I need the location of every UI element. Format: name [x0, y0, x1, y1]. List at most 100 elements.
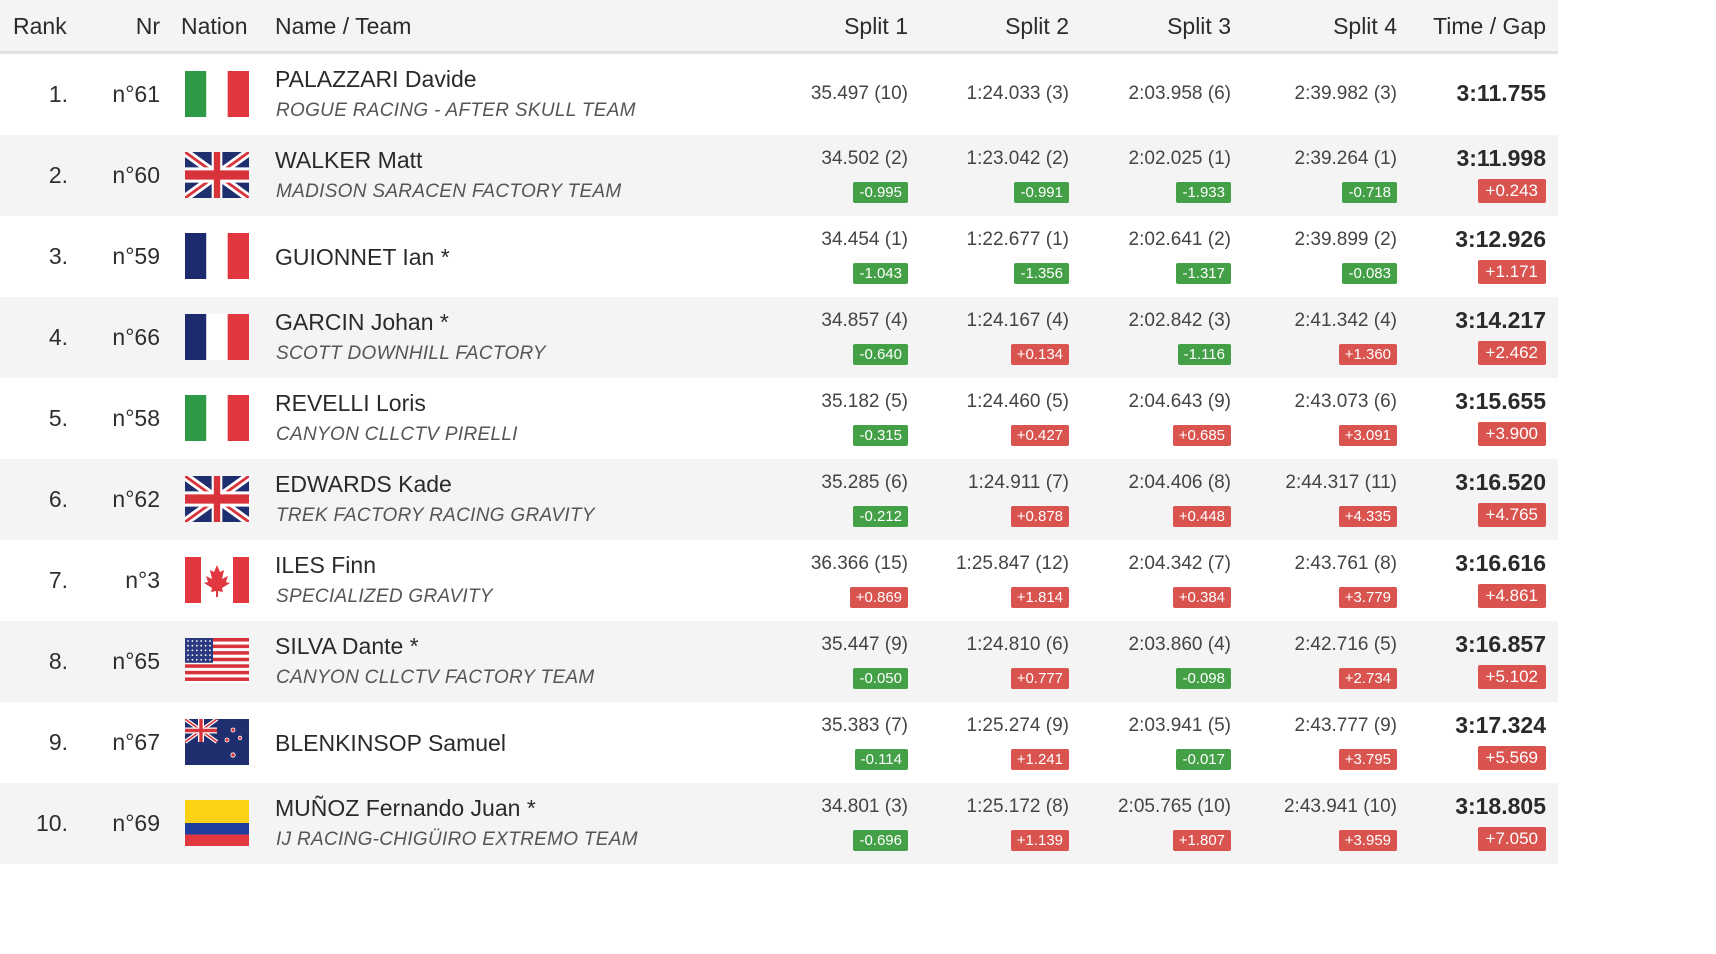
split-2-cell: 1:23.042 (2) -0.991 [889, 135, 1069, 216]
uk-flag-icon [185, 476, 249, 522]
split-time: 2:04.406 (8) [1128, 472, 1231, 493]
rider-name[interactable]: REVELLI Loris [275, 390, 426, 416]
split-diff-badge: -1.317 [1176, 263, 1231, 284]
split-diff-badge: +3.779 [1338, 587, 1397, 608]
split-time: 34.857 (4) [821, 310, 908, 331]
split-time: 1:24.167 (4) [966, 310, 1069, 331]
header-split-3[interactable]: Split 3 [1167, 13, 1231, 39]
table-row[interactable]: 5. n°58 REVELLI Loris CANYON CLLCTV PIRELLI… [0, 378, 1558, 459]
header-rank[interactable]: Rank [13, 13, 67, 39]
split-1-cell: 34.502 (2) -0.995 [728, 135, 908, 216]
split-time: 2:43.941 (10) [1283, 796, 1397, 817]
table-row[interactable]: 8. n°65 SILVA Dante * CANYON CLLCTV FACTORY… [0, 621, 1558, 702]
rank-value: 1. [48, 81, 68, 107]
split-time: 2:05.765 (10) [1117, 796, 1231, 817]
split-4-cell: 2:39.982 (3) [1217, 54, 1397, 135]
split-time: 35.383 (7) [821, 715, 908, 736]
split-time: 2:02.025 (1) [1128, 148, 1231, 169]
split-1-cell: 35.182 (5) -0.315 [728, 378, 908, 459]
rider-name[interactable]: MUÑOZ Fernando Juan * [275, 795, 536, 821]
split-1-cell: 35.497 (10) [728, 54, 908, 135]
header-time-gap[interactable]: Time / Gap [1433, 13, 1546, 39]
rider-name[interactable]: PALAZZARI Davide [275, 66, 477, 92]
split-time: 1:23.042 (2) [966, 148, 1069, 169]
split-diff-badge: +0.448 [1172, 506, 1231, 527]
time-gap-cell: 3:17.324 +5.569 [1406, 702, 1546, 783]
split-4-cell: 2:44.317 (11) +4.335 [1217, 459, 1397, 540]
split-4-cell: 2:39.899 (2) -0.083 [1217, 216, 1397, 297]
table-row[interactable]: 2. n°60 WALKER Matt MADISON SARACEN FACTORY… [0, 135, 1558, 216]
rider-name[interactable]: GARCIN Johan * [275, 309, 449, 335]
split-2-cell: 1:25.847 (12) +1.814 [889, 540, 1069, 621]
split-1-cell: 36.366 (15) +0.869 [728, 540, 908, 621]
header-nation[interactable]: Nation [181, 13, 248, 39]
split-4-cell: 2:42.716 (5) +2.734 [1217, 621, 1397, 702]
rank-value: 7. [48, 567, 68, 593]
rider-name[interactable]: BLENKINSOP Samuel [275, 730, 506, 756]
table-row[interactable]: 10. n°69 MUÑOZ Fernando Juan * IJ RACING-CH… [0, 783, 1558, 864]
bib-number: n°65 [112, 648, 160, 674]
split-3-cell: 2:02.842 (3) -1.116 [1051, 297, 1231, 378]
gap-badge: +4.861 [1477, 584, 1546, 608]
rank-value: 4. [48, 324, 68, 350]
time-gap-cell: 3:15.655 +3.900 [1406, 378, 1546, 459]
header-nr[interactable]: Nr [135, 13, 160, 39]
split-diff-badge: +1.360 [1338, 344, 1397, 365]
split-diff-badge: +2.734 [1338, 668, 1397, 689]
header-split-4[interactable]: Split 4 [1333, 13, 1397, 39]
bib-number: n°61 [112, 81, 160, 107]
bib-number: n°3 [125, 567, 160, 593]
split-4-cell: 2:41.342 (4) +1.360 [1217, 297, 1397, 378]
team-name: SPECIALIZED GRAVITY [276, 586, 493, 607]
split-2-cell: 1:24.911 (7) +0.878 [889, 459, 1069, 540]
split-diff-badge: -0.017 [1176, 749, 1231, 770]
split-3-cell: 2:04.406 (8) +0.448 [1051, 459, 1231, 540]
table-row[interactable]: 7. n°3 ILES Finn SPECIALIZED GRAVITY 36.366 … [0, 540, 1558, 621]
rank-value: 6. [48, 486, 68, 512]
table-row[interactable]: 6. n°62 EDWARDS Kade TREK FACTORY RACING GR… [0, 459, 1558, 540]
table-row[interactable]: 9. n°67 BLENKINSOP Samuel 35.383 (7) -0.114 1… [0, 702, 1558, 783]
split-4-cell: 2:43.777 (9) +3.795 [1217, 702, 1397, 783]
rider-name[interactable]: ILES Finn [275, 552, 376, 578]
total-time: 3:17.324 [1455, 712, 1546, 738]
split-diff-badge: -1.043 [853, 263, 908, 284]
rider-name[interactable]: SILVA Dante * [275, 633, 419, 659]
split-diff-badge: +3.959 [1338, 830, 1397, 851]
table-row[interactable]: 4. n°66 GARCIN Johan * SCOTT DOWNHILL FACTO… [0, 297, 1558, 378]
team-name: MADISON SARACEN FACTORY TEAM [276, 181, 622, 202]
split-diff-badge: +1.814 [1010, 587, 1069, 608]
split-3-cell: 2:05.765 (10) +1.807 [1051, 783, 1231, 864]
split-diff-badge: -1.356 [1014, 263, 1069, 284]
split-diff-badge: -0.114 [854, 749, 908, 770]
rank-value: 9. [48, 729, 68, 755]
split-diff-badge: -0.718 [1342, 182, 1397, 203]
team-name: SCOTT DOWNHILL FACTORY [276, 343, 546, 364]
header-split-2[interactable]: Split 2 [1005, 13, 1069, 39]
rider-name[interactable]: WALKER Matt [275, 147, 423, 173]
split-1-cell: 34.454 (1) -1.043 [728, 216, 908, 297]
split-1-cell: 35.285 (6) -0.212 [728, 459, 908, 540]
table-row[interactable]: 1. n°61 PALAZZARI Davide ROGUE RACING - AFT… [0, 54, 1558, 135]
rank-value: 2. [48, 162, 68, 188]
split-diff-badge: -0.995 [853, 182, 908, 203]
time-gap-cell: 3:11.755 [1406, 54, 1546, 135]
split-2-cell: 1:24.033 (3) [889, 54, 1069, 135]
header-name-team[interactable]: Name / Team [275, 13, 412, 39]
split-diff-badge: -0.640 [853, 344, 908, 365]
rank-value: 10. [36, 810, 68, 836]
colombia-flag-icon [185, 800, 249, 846]
gap-badge: +5.102 [1477, 665, 1546, 689]
split-time: 34.801 (3) [821, 796, 908, 817]
header-split-1[interactable]: Split 1 [844, 13, 908, 39]
rider-name[interactable]: GUIONNET Ian * [275, 244, 450, 270]
split-diff-badge: +0.685 [1172, 425, 1231, 446]
team-name: CANYON CLLCTV FACTORY TEAM [276, 667, 595, 688]
total-time: 3:16.616 [1455, 550, 1546, 576]
split-time: 1:25.847 (12) [955, 553, 1069, 574]
table-row[interactable]: 3. n°59 GUIONNET Ian * 34.454 (1) -1.043 1:22… [0, 216, 1558, 297]
split-diff-badge: +1.139 [1010, 830, 1069, 851]
italy-flag-icon [185, 71, 249, 117]
rider-name[interactable]: EDWARDS Kade [275, 471, 452, 497]
split-3-cell: 2:03.958 (6) [1051, 54, 1231, 135]
bib-number: n°67 [112, 729, 160, 755]
